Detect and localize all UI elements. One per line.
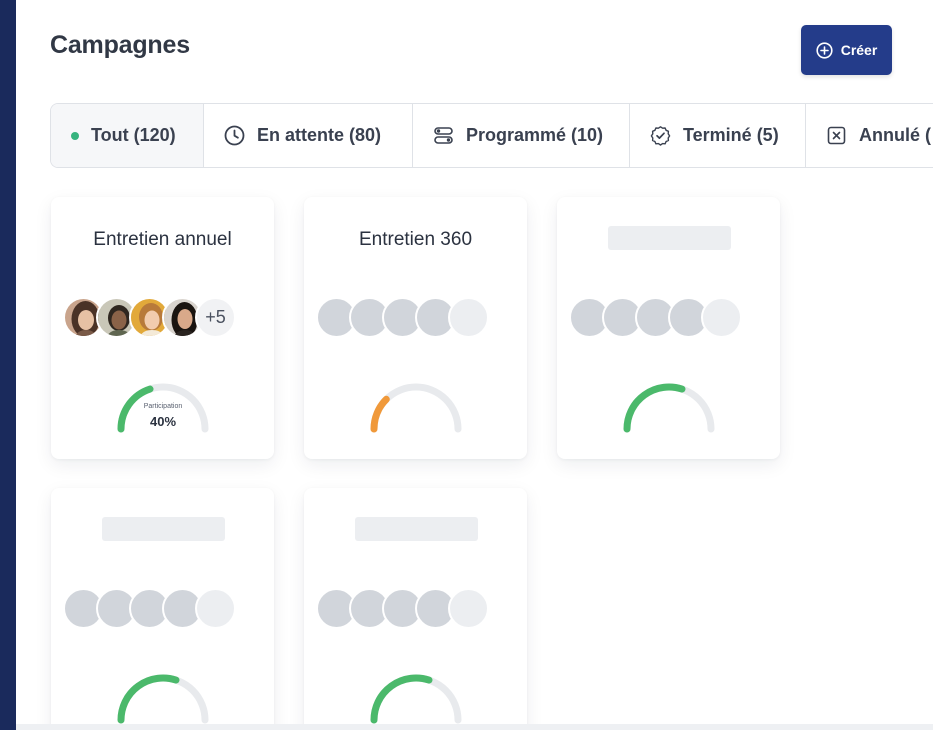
participant-avatars-placeholder [316, 297, 516, 338]
tab-label: Tout (120) [91, 125, 176, 145]
participant-avatars-placeholder [569, 297, 769, 338]
campaign-card[interactable]: Entretien 360 [304, 197, 527, 459]
x-square-icon [826, 125, 847, 146]
participation-gauge [364, 377, 468, 439]
campaign-card[interactable] [557, 197, 780, 459]
participation-gauge [364, 668, 468, 730]
clock-icon [224, 125, 245, 146]
page-title: Campagnes [50, 31, 190, 59]
campaign-card[interactable] [51, 488, 274, 730]
tab-label: Annulé ( [859, 125, 931, 145]
participant-avatars: +5 [63, 297, 263, 338]
tab-completed[interactable]: Terminé (5) [630, 104, 806, 167]
avatar-placeholder [195, 588, 236, 629]
gauge-fill [117, 385, 154, 433]
more-participants-badge: +5 [195, 297, 236, 338]
title-placeholder [101, 517, 225, 541]
plus-circle-icon [816, 41, 833, 59]
bottom-scroll-edge [16, 724, 933, 730]
campaign-title: Entretien annuel [93, 229, 232, 250]
participant-avatars-placeholder [63, 588, 263, 629]
tab-label: En attente (80) [257, 125, 382, 145]
toggle-icon [433, 125, 454, 146]
create-button-label: Créer [840, 42, 878, 58]
tab-cancelled[interactable]: Annulé ( [806, 104, 933, 167]
avatar [129, 297, 170, 338]
tab-all[interactable]: Tout (120) [51, 104, 204, 167]
campaign-card[interactable]: Entretien annuel +5 Participation 40% [51, 197, 274, 459]
participant-avatars-placeholder [316, 588, 516, 629]
gauge-fill [370, 674, 433, 724]
tab-pending[interactable]: En attente (80) [204, 104, 413, 167]
avatar [63, 297, 104, 338]
title-placeholder [354, 517, 478, 541]
left-sidebar-rail [0, 0, 16, 730]
participation-gauge: Participation 40% [111, 377, 215, 439]
participation-gauge [617, 377, 721, 439]
tab-label: Terminé (5) [683, 125, 779, 145]
gauge-fill [623, 383, 686, 433]
participation-gauge [111, 668, 215, 730]
tab-scheduled[interactable]: Programmé (10) [413, 104, 630, 167]
avatar [162, 297, 203, 338]
participation-label: Participation [143, 403, 183, 410]
title-placeholder [607, 226, 731, 250]
status-tabs: Tout (120) En attente (80) Programmé (10… [50, 103, 933, 168]
campaign-title: Entretien 360 [358, 229, 473, 250]
gauge-fill [117, 674, 180, 724]
active-dot-icon [71, 131, 79, 140]
avatar-placeholder [448, 297, 489, 338]
campaign-card[interactable] [304, 488, 527, 730]
create-button[interactable]: Créer [801, 25, 892, 75]
participation-value: 40% [149, 414, 177, 429]
tab-label: Programmé (10) [466, 125, 604, 145]
check-circle-icon [650, 125, 671, 146]
avatar-placeholder [701, 297, 742, 338]
avatar-placeholder [448, 588, 489, 629]
gauge-fill [370, 395, 390, 433]
